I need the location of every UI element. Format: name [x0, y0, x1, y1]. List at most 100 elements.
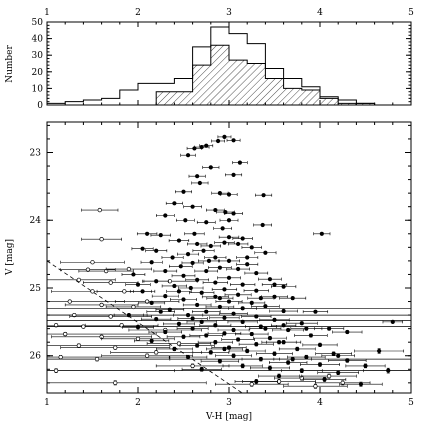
- scatter-filled-point: [254, 288, 259, 293]
- scatter-open-point: [122, 289, 127, 294]
- scatter-filled-point: [217, 265, 222, 270]
- scatter-filled-point: [254, 314, 259, 319]
- scatter-ylabel: V [mag]: [5, 239, 15, 276]
- histogram-xtick-label: 5: [408, 8, 414, 18]
- scatter-filled-point: [204, 268, 209, 274]
- scatter-filled-point: [222, 315, 227, 320]
- scatter-filled-point: [226, 258, 232, 263]
- scatter-filled-point: [213, 323, 218, 328]
- scatter-filled-point: [304, 326, 309, 331]
- scatter-open-point: [113, 380, 118, 385]
- scatter-ytick-label: 24: [30, 216, 42, 226]
- scatter-filled-point: [204, 220, 209, 225]
- scatter-filled-point: [272, 294, 277, 299]
- scatter-filled-point: [226, 275, 232, 280]
- histogram-ytick-label: 20: [32, 68, 44, 78]
- scatter-open-point: [72, 312, 77, 318]
- scatter-filled-point: [149, 338, 154, 343]
- scatter-filled-point: [217, 304, 222, 310]
- scatter-filled-point: [215, 138, 221, 144]
- scatter-filled-point: [240, 319, 245, 324]
- scatter-filled-point: [281, 323, 286, 328]
- scatter-filled-point: [163, 329, 168, 335]
- histogram-hatched-bar: [229, 60, 248, 105]
- scatter-filled-point: [231, 138, 236, 143]
- scatter-filled-point: [201, 248, 206, 253]
- histogram-ytick-label: 40: [32, 35, 44, 45]
- scatter-filled-point: [322, 377, 327, 382]
- histogram-xtick-label: 4: [317, 8, 323, 18]
- scatter-open-point: [144, 299, 150, 304]
- scatter-filled-point: [176, 289, 182, 294]
- scatter-filled-point: [331, 351, 336, 356]
- scatter-filled-point: [135, 282, 141, 287]
- scatter-filled-point: [377, 348, 382, 354]
- scatter-filled-point: [286, 327, 291, 333]
- histogram-hatched-bar: [174, 91, 193, 105]
- scatter-open-point: [340, 380, 345, 385]
- scatter-filled-point: [327, 326, 332, 331]
- histogram-ylabel: Number: [5, 45, 15, 83]
- scatter-xlabel: V-H [mag]: [205, 412, 252, 422]
- scatter-open-point: [144, 353, 150, 358]
- scatter-filled-point: [231, 211, 236, 216]
- scatter-filled-point: [181, 297, 186, 302]
- scatter-filled-point: [163, 268, 168, 274]
- scatter-filled-point: [222, 134, 227, 140]
- scatter-open-point: [76, 343, 81, 348]
- scatter-filled-point: [263, 326, 268, 331]
- scatter-filled-point: [217, 296, 222, 301]
- scatter-open-point: [135, 336, 141, 341]
- scatter-filled-point: [154, 248, 159, 253]
- scatter-filled-point: [213, 255, 218, 260]
- scatter-filled-point: [236, 241, 241, 247]
- scatter-open-point: [99, 302, 104, 308]
- scatter-open-point: [326, 373, 332, 379]
- scatter-filled-point: [204, 333, 209, 338]
- histogram-hatched-bar: [265, 78, 284, 105]
- scatter-filled-point: [254, 270, 259, 276]
- scatter-filled-point: [236, 266, 241, 272]
- scatter-filled-point: [240, 306, 245, 311]
- scatter-filled-point: [197, 180, 202, 186]
- histogram-bars: [47, 26, 411, 105]
- scatter-filled-point: [281, 308, 286, 314]
- scatter-filled-point: [276, 373, 282, 379]
- scatter-filled-point: [267, 277, 273, 282]
- scatter-filled-point: [190, 326, 195, 331]
- histogram-hatched-bar: [338, 103, 357, 105]
- scatter-filled-point: [213, 294, 218, 299]
- scatter-open-point: [99, 237, 104, 242]
- scatter-filled-point: [345, 358, 350, 363]
- scatter-filled-point: [154, 317, 159, 322]
- scatter-filled-point: [363, 363, 368, 368]
- scatter-filled-point: [276, 340, 282, 345]
- scatter-ytick-label: 26: [30, 352, 42, 362]
- scatter-filled-point: [181, 334, 186, 339]
- scatter-filled-point: [299, 321, 304, 326]
- scatter-filled-point: [217, 359, 222, 364]
- scatter-filled-point: [190, 316, 195, 321]
- scatter-filled-point: [240, 282, 245, 287]
- scatter-filled-point: [254, 342, 259, 347]
- scatter-filled-point: [313, 309, 318, 314]
- scatter-filled-point: [249, 331, 254, 337]
- scatter-filled-point: [185, 354, 191, 360]
- scatter-filled-point: [240, 363, 245, 368]
- scatter-filled-point: [192, 231, 197, 236]
- scatter-xtick-label: 2: [135, 398, 141, 408]
- scatter-filled-point: [176, 238, 182, 243]
- scatter-filled-point: [188, 285, 193, 291]
- scatter-filled-point: [206, 258, 212, 263]
- scatter-filled-point: [304, 354, 309, 360]
- histogram-hatched-bar: [156, 91, 175, 105]
- scatter-open-point: [249, 382, 254, 387]
- scatter-filled-point: [222, 331, 227, 336]
- scatter-filled-point: [185, 153, 191, 158]
- scatter-open-point: [131, 304, 136, 310]
- scatter-filled-point: [263, 250, 268, 255]
- histogram-hatched-bar: [247, 63, 266, 105]
- histogram-ytick-label: 30: [32, 51, 44, 61]
